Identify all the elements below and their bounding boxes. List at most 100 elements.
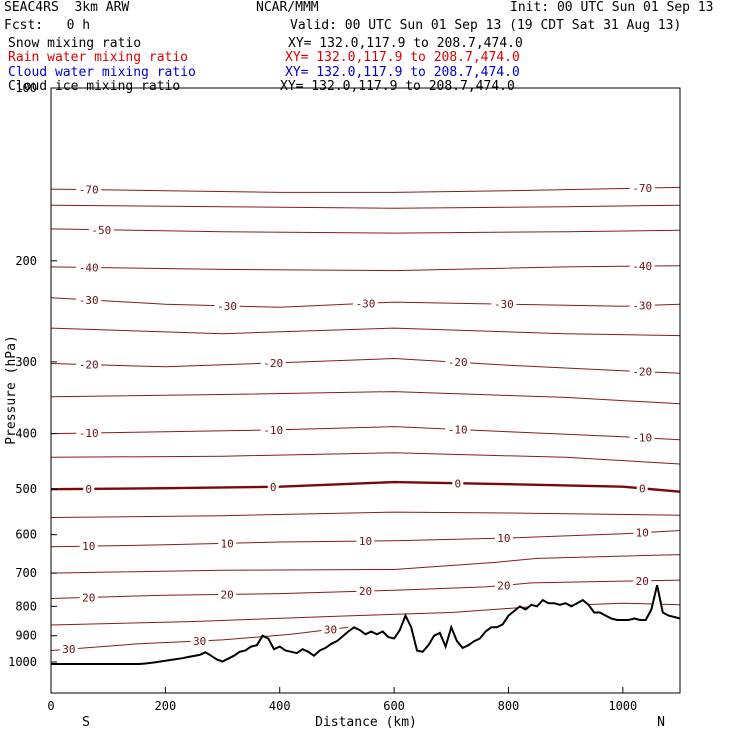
y-tick-label: 1000 — [8, 655, 37, 669]
y-tick-label: 700 — [15, 566, 37, 580]
isotherm-label: -30 — [632, 300, 652, 313]
isotherm-label-bg — [636, 482, 648, 495]
isotherm-label: -10 — [632, 432, 652, 445]
isotherm-label: 20 — [636, 575, 649, 588]
isotherm-line — [50, 265, 681, 272]
x-tick-label: 800 — [498, 699, 520, 713]
isotherm-line — [50, 530, 681, 548]
isotherm-label: -30 — [217, 300, 237, 313]
isotherm-label-bg — [218, 537, 237, 550]
x-tick-label: 400 — [269, 699, 291, 713]
isotherm-label: 0 — [454, 477, 461, 490]
isotherm-label-bg — [321, 623, 340, 636]
isotherm-label-bg — [629, 365, 655, 378]
x-axis-title: Distance (km) — [315, 715, 417, 730]
isotherm-label: -40 — [79, 261, 99, 274]
isotherm-label-bg — [491, 298, 517, 311]
isotherm-label-bg — [190, 634, 209, 647]
y-axis-title: Pressure (hPa) — [4, 335, 19, 445]
isotherm-line — [50, 480, 681, 493]
isotherm-line — [50, 626, 349, 651]
isotherm-label: -20 — [632, 366, 652, 379]
isotherm-label: -30 — [356, 297, 376, 310]
field-snow-label: Snow mixing ratio — [8, 36, 142, 51]
isotherm-label: -20 — [263, 357, 283, 370]
isotherm-label-bg — [218, 588, 237, 601]
isotherm-label-bg — [356, 535, 375, 548]
isotherm-line — [50, 579, 681, 599]
isotherm-label: -50 — [91, 224, 111, 237]
isotherm-line — [50, 554, 681, 574]
y-tick-label: 800 — [15, 599, 37, 613]
x-tick-label: 200 — [155, 699, 177, 713]
isotherm-line — [50, 297, 681, 308]
isotherm-label: -20 — [79, 359, 99, 372]
isotherm-label: -10 — [79, 427, 99, 440]
isotherm-label: -30 — [79, 294, 99, 307]
terrain-layer — [51, 584, 681, 693]
isotherm-label: 10 — [82, 540, 95, 553]
isotherm-label: -70 — [79, 184, 99, 197]
isotherm-label: 10 — [220, 537, 233, 550]
isotherm-label: 10 — [359, 535, 372, 548]
isotherm-label-bg — [260, 356, 286, 369]
isotherm-label: -10 — [263, 424, 283, 437]
isotherm-label-bg — [267, 480, 279, 493]
org-label: NCAR/MMM — [256, 0, 319, 15]
x-tick-label: 1000 — [608, 699, 637, 713]
isotherm-label: 30 — [193, 635, 206, 648]
isotherm-label: 30 — [62, 643, 75, 656]
isotherm-label: -20 — [448, 356, 468, 369]
isotherm-line — [50, 327, 681, 337]
isotherm-line — [50, 186, 681, 193]
isotherm-label-bg — [76, 261, 102, 274]
field-cloudice-label: Cloud ice mixing ratio — [8, 79, 181, 94]
plot-frame — [50, 87, 681, 694]
init-time: Init: 00 UTC Sun 01 Sep 13 — [510, 0, 714, 15]
isotherm-label: -70 — [632, 182, 652, 195]
isotherm-label-bg — [629, 260, 655, 273]
isotherm-line — [50, 452, 681, 465]
axes-layer: 0 200 400 600 800 100010020030040050060070080… — [8, 81, 637, 713]
isotherm-label-bg — [76, 358, 102, 371]
isotherm-label-bg — [629, 299, 655, 312]
isotherm-line — [50, 357, 681, 374]
isotherm-label: 30 — [324, 624, 337, 637]
isotherm-label-bg — [445, 423, 471, 436]
x-tick-label: 600 — [383, 699, 405, 713]
isotherm-label-bg — [629, 182, 655, 195]
y-tick-label: 600 — [15, 528, 37, 542]
isotherm-label-bg — [59, 643, 78, 656]
isotherm-line — [50, 228, 681, 234]
y-tick-label: 100 — [15, 81, 37, 95]
isotherm-label: 20 — [82, 591, 95, 604]
isotherm-label: -30 — [494, 298, 514, 311]
isotherm-label-bg — [76, 183, 102, 196]
isotherm-line — [50, 511, 681, 518]
field-cloudwater-xy: XY= 132.0,117.9 to 208.7,474.0 — [285, 65, 520, 80]
isotherm-line — [50, 391, 681, 405]
north-label: N — [657, 715, 665, 730]
field-rain-xy: XY= 132.0,117.9 to 208.7,474.0 — [285, 50, 520, 65]
isotherm-label-bg — [356, 585, 375, 598]
valid-time: Valid: 00 UTC Sun 01 Sep 13 (19 CDT Sat … — [290, 18, 682, 33]
isotherm-label-bg — [260, 423, 286, 436]
isotherm-layer: -70 -70 -50 -40 -40 -30 -30 -30 -30 -30 -20 -20 -20 -… — [50, 182, 681, 656]
isotherm-label: 10 — [497, 532, 510, 545]
y-tick-label: 400 — [15, 427, 37, 441]
isotherm-label-bg — [76, 293, 102, 306]
isotherm-line — [50, 602, 681, 626]
y-tick-label: 900 — [15, 629, 37, 643]
field-cloudwater-label: Cloud water mixing ratio — [8, 65, 196, 80]
field-cloudice-xy: XY= 132.0,117.9 to 208.7,474.0 — [280, 79, 515, 94]
isotherm-label-bg — [79, 540, 98, 553]
isotherm-label: -10 — [448, 423, 468, 436]
isotherm-label-bg — [214, 299, 240, 312]
isotherm-label-bg — [452, 477, 464, 490]
isotherm-label: 20 — [497, 579, 510, 592]
isotherm-label-bg — [633, 574, 652, 587]
x-tick-label: 0 — [47, 699, 54, 713]
isotherm-label-bg — [494, 579, 513, 592]
isotherm-label: 20 — [359, 585, 372, 598]
